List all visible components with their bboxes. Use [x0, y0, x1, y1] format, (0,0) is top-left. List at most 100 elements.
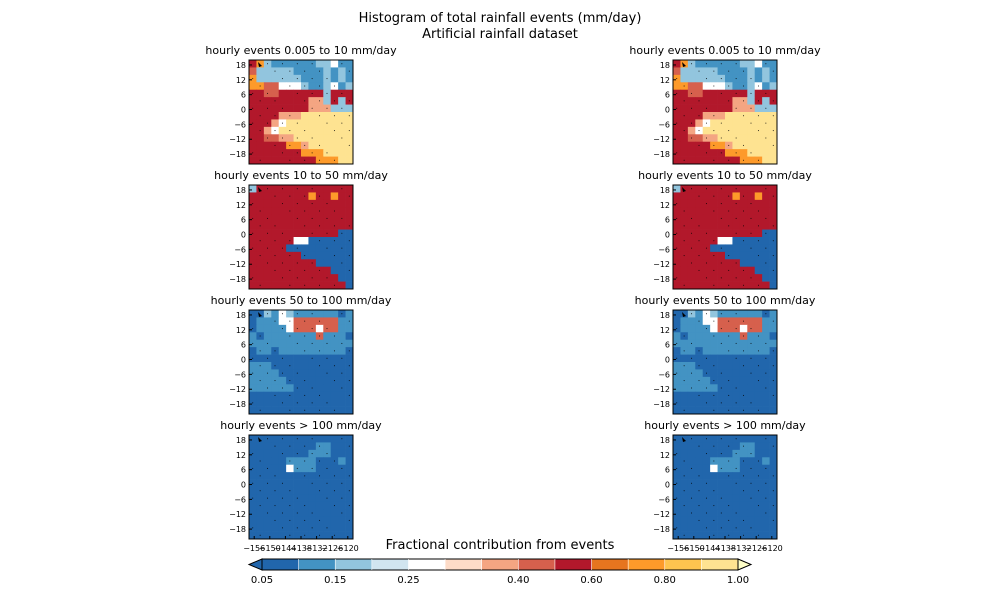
panel-title: hourly events > 100 mm/day — [220, 419, 382, 432]
heatmap-cell — [732, 501, 741, 510]
heatmap-cell — [338, 266, 346, 275]
heatmap-cell — [330, 60, 339, 68]
heatmap-cell — [345, 185, 354, 193]
heatmap-cell — [278, 391, 287, 400]
heatmap-cell — [278, 214, 287, 223]
heatmap-cell — [687, 281, 696, 290]
stipple-dot — [713, 380, 715, 382]
heatmap-cell — [754, 244, 763, 253]
stipple-dot — [326, 482, 328, 484]
stipple-dot — [735, 342, 737, 344]
stipple-dot — [326, 328, 328, 330]
heatmap-cell — [739, 524, 748, 532]
heatmap-cell — [249, 384, 257, 393]
stipple-dot — [296, 63, 298, 65]
heatmap-cell — [702, 222, 711, 230]
heatmap-cell — [769, 244, 778, 253]
heatmap-cell — [769, 332, 778, 341]
stipple-dot — [333, 335, 335, 337]
heatmap-cell — [338, 317, 346, 326]
panel-title: hourly events > 100 mm/day — [644, 419, 806, 432]
heatmap-cell — [747, 112, 756, 120]
y-tick-label: 6 — [665, 341, 670, 350]
heatmap-cell — [330, 354, 339, 363]
stipple-dot — [259, 409, 261, 411]
heatmap-cell — [739, 354, 748, 363]
heatmap-cell — [323, 347, 332, 355]
stipple-dot — [713, 335, 715, 337]
heatmap-cell — [725, 354, 733, 363]
colorbar-swatch — [408, 559, 446, 570]
heatmap-cell — [710, 324, 718, 333]
stipple-dot — [348, 505, 350, 507]
stipple-dot — [765, 188, 767, 190]
stipple-dot — [281, 328, 283, 330]
heatmap-cell — [725, 60, 733, 68]
heatmap-cell — [301, 324, 309, 333]
stipple-dot — [772, 240, 774, 242]
heatmap-cell — [278, 141, 287, 150]
heatmap-cell — [323, 112, 332, 120]
stipple-dot — [743, 365, 745, 367]
stipple-dot — [743, 85, 745, 87]
heatmap-cell — [271, 89, 280, 98]
heatmap-cell — [769, 406, 778, 415]
heatmap-cell — [717, 406, 726, 415]
stipple-dot — [676, 328, 678, 330]
heatmap-cell — [278, 472, 287, 480]
heatmap-cell — [732, 141, 741, 150]
y-tick-label: −12 — [653, 510, 670, 519]
heatmap-cell — [263, 192, 272, 201]
heatmap-cell — [308, 516, 317, 525]
stipple-dot — [311, 203, 313, 205]
heatmap-cell — [673, 516, 681, 525]
stipple-dot — [735, 527, 737, 529]
heatmap-cell — [687, 149, 696, 157]
heatmap-cell — [338, 406, 346, 415]
heatmap-cell — [739, 119, 748, 128]
heatmap-cell — [293, 347, 302, 355]
heatmap-cell — [739, 149, 748, 157]
heatmap-cell — [323, 141, 332, 150]
stipple-dot — [728, 475, 730, 477]
stipple-dot — [713, 365, 715, 367]
heatmap-cell — [338, 362, 346, 370]
stipple-dot — [705, 438, 707, 440]
heatmap-cell — [293, 487, 302, 495]
heatmap-cell — [263, 251, 272, 260]
stipple-dot — [267, 137, 269, 139]
stipple-dot — [296, 92, 298, 94]
heatmap-cell — [680, 149, 689, 157]
heatmap-cell — [293, 391, 302, 400]
heatmap-cell — [249, 487, 257, 495]
heatmap-cell — [330, 244, 339, 253]
colorbar-swatch — [628, 559, 666, 570]
heatmap-cell — [330, 119, 339, 128]
stipple-dot — [274, 380, 276, 382]
stipple-dot — [765, 372, 767, 374]
stipple-dot — [676, 453, 678, 455]
heatmap-cell — [695, 104, 704, 113]
heatmap-cell — [345, 406, 354, 415]
heatmap-cell — [301, 479, 309, 488]
stipple-dot — [296, 402, 298, 404]
heatmap-cell — [249, 207, 257, 216]
stipple-dot — [720, 203, 722, 205]
heatmap-cell — [710, 89, 718, 98]
stipple-dot — [252, 497, 254, 499]
stipple-dot — [728, 159, 730, 161]
stipple-dot — [743, 409, 745, 411]
heatmap-cell — [263, 274, 272, 282]
stipple-dot — [750, 232, 752, 234]
panel-3-0: 181260−6−12−18−156−150−144−138−132−126−1… — [229, 434, 359, 553]
heatmap-cell — [695, 406, 704, 415]
heatmap-cell — [271, 156, 280, 165]
stipple-dot — [705, 188, 707, 190]
heatmap-cell — [330, 391, 339, 400]
stipple-dot — [728, 380, 730, 382]
heatmap-cell — [286, 354, 294, 363]
heatmap-cell — [747, 310, 756, 318]
heatmap-cell — [330, 449, 339, 458]
stipple-dot — [691, 512, 693, 514]
stipple-dot — [348, 100, 350, 102]
